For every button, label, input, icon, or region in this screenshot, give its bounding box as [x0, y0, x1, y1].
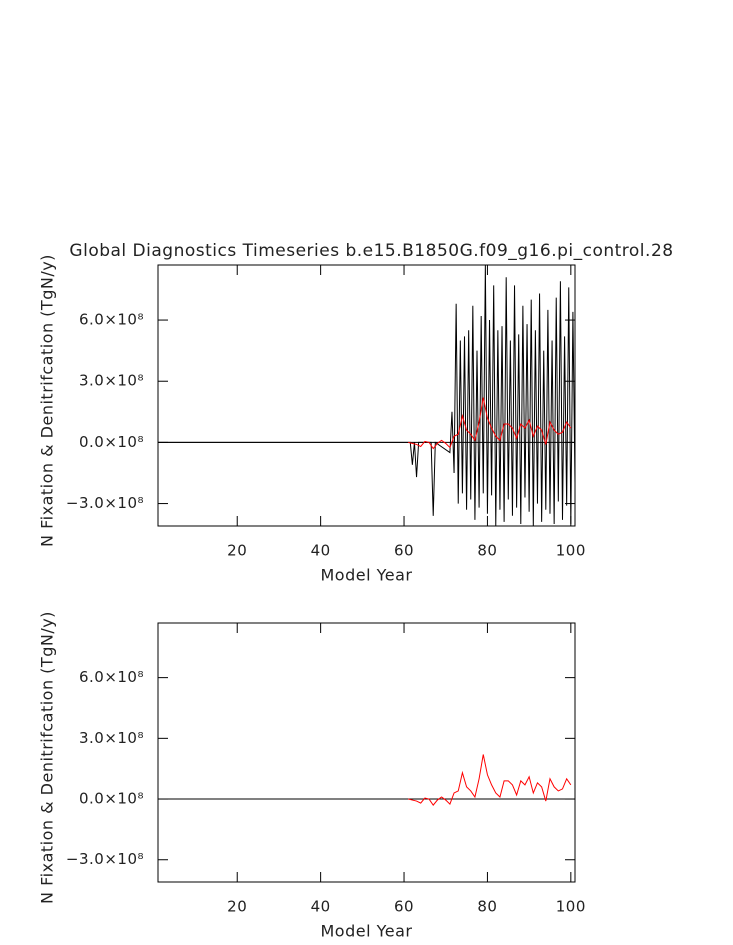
- x-tick-label: 60: [394, 542, 414, 560]
- y-tick-label: 0.0×10⁸: [79, 790, 144, 808]
- y-tick-label: 6.0×10⁸: [79, 668, 144, 686]
- y-tick-label: 6.0×10⁸: [79, 311, 144, 329]
- x-axis-label: Model Year: [321, 922, 413, 941]
- x-tick-label: 20: [227, 542, 247, 560]
- x-tick-label: 20: [227, 898, 247, 916]
- series-line: [158, 264, 576, 527]
- plot-frame: [157, 622, 576, 883]
- plot-frame: [157, 264, 576, 527]
- y-tick-label: 3.0×10⁸: [79, 372, 144, 390]
- x-tick-label: 100: [556, 542, 586, 560]
- x-tick-label: 100: [556, 898, 586, 916]
- y-axis-label: N Fixation & Denitrifcation (TgN/y): [38, 254, 57, 547]
- x-axis-label: Model Year: [321, 566, 413, 585]
- x-tick-label: 80: [477, 898, 497, 916]
- x-tick-label: 80: [477, 542, 497, 560]
- chart-title: Global Diagnostics Timeseries b.e15.B185…: [69, 241, 673, 261]
- y-tick-label: 0.0×10⁸: [79, 433, 144, 451]
- x-tick-label: 40: [311, 542, 331, 560]
- y-axis-label: N Fixation & Denitrifcation (TgN/y): [38, 611, 57, 904]
- series-line: [408, 754, 572, 806]
- y-tick-label: −3.0×10⁸: [66, 494, 144, 512]
- series-line: [408, 397, 572, 450]
- x-tick-label: 60: [394, 898, 414, 916]
- y-tick-label: −3.0×10⁸: [66, 850, 144, 868]
- y-tick-label: 3.0×10⁸: [79, 729, 144, 747]
- x-tick-label: 40: [311, 898, 331, 916]
